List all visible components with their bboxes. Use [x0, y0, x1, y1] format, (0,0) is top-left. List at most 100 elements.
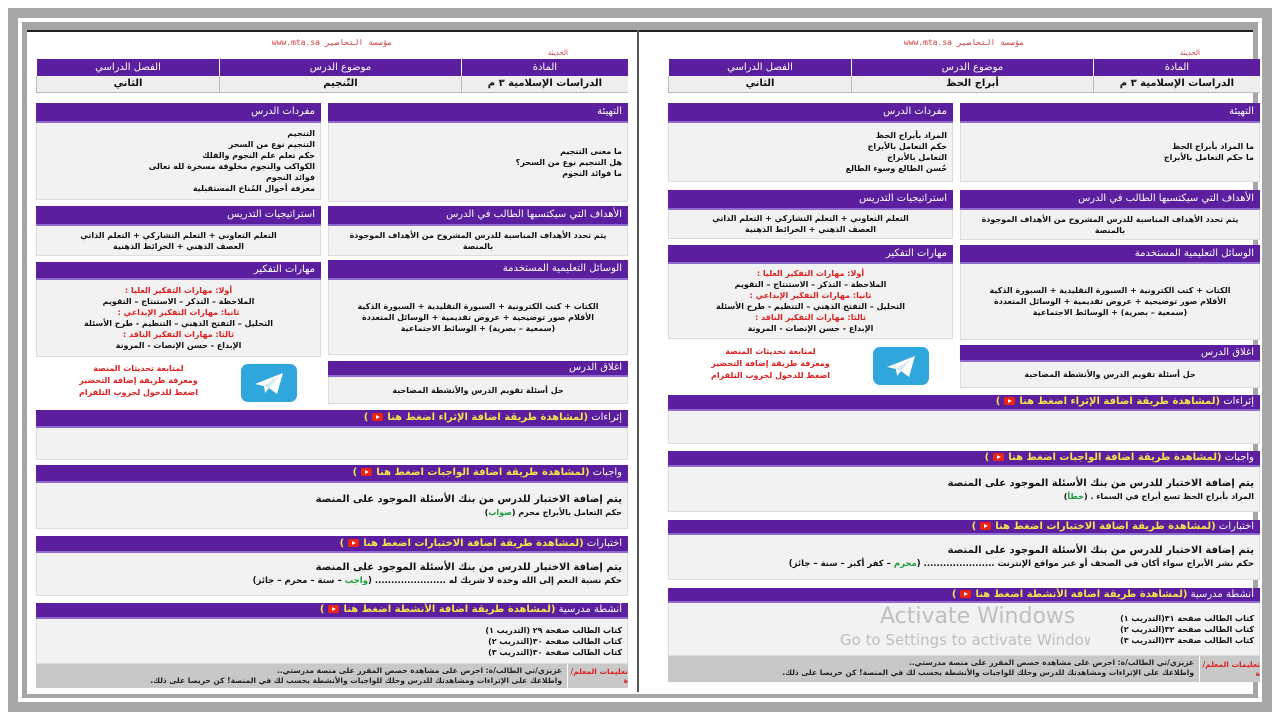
telegram-icon[interactable]: [241, 364, 297, 402]
vocab-line: التنجيم: [287, 129, 315, 138]
telegram-group-link[interactable]: لمتابعة تحديثات المنصة ومعرفة طريقة إضافة…: [36, 359, 321, 407]
thinking-skills-section: مهارات التفكير أولا: مهارات التفكير العلي…: [668, 245, 953, 339]
homework-section: واجبات (لمشاهدة طريقة اضافة الواجبات اضغ…: [36, 465, 628, 529]
telegram-note-line: اضغط للدخول لجروب التلقرام: [79, 388, 198, 397]
homework-header: واجبات (لمشاهدة طريقة اضافة الواجبات اضغ…: [668, 451, 1260, 467]
windows-watermark-subtitle: Go to Settings to activate Windows.: [840, 631, 1090, 649]
vocab-line: التنجيم نوع من السحر: [228, 140, 315, 149]
telegram-group-link[interactable]: لمتابعة تحديثات المنصة ومعرفة طريقة إضافة…: [668, 342, 953, 388]
intro-line: ما فوائد النجوم: [562, 168, 622, 178]
strategies-body: التعلم التعاوني + التعلم التشاركي + التع…: [36, 226, 321, 256]
telegram-icon[interactable]: [873, 347, 929, 385]
teaching-media-section: الوسائل التعليمية المستخدمة الكتاب + كتب …: [328, 260, 628, 355]
vocab-line: حكم تعلم علم النجوم والفلك: [202, 151, 315, 160]
closing-line: حل أسئلة تقويم الدرس والأنشطة المصاحبة: [1024, 370, 1196, 379]
telegram-note: لمتابعة تحديثات المنصة ومعرفة طريقة إضافة…: [51, 363, 226, 399]
lesson-closing-body: حل أسئلة تقويم الدرس والأنشطة المصاحبة: [328, 377, 628, 404]
tests-video-link[interactable]: (لمشاهدة طريقة اضافة الاختبارات اضغط هنا: [995, 521, 1216, 532]
test-question: حكم نشر الأبراج سواء أكان في الصحف أو عب…: [788, 559, 1254, 569]
activities-section: أنشطة مدرسية (لمشاهدة طريقة اضافة الأنشط…: [36, 603, 628, 664]
thinking-skills-body: أولا: مهارات التفكير العليا : الملاحظة – …: [36, 280, 321, 357]
media-line: الكتاب + كتب الكترونية + السبورة التقليد…: [357, 301, 599, 311]
telegram-note-line: ومعرفة طريقة إضافة التحضير: [79, 376, 198, 385]
homework-question: المراد بأبراج الحظ تسع أبراج في السماء .…: [1063, 491, 1254, 501]
lesson-closing-title: اغلاق الدرس: [328, 361, 628, 377]
tests-section: اختبارات (لمشاهدة طريقة اضافة الاختبارات…: [36, 536, 628, 596]
activity-line: كتاب الطالب صفحة ٣١(التدريب ١): [1120, 613, 1254, 623]
test-option: كفر أكبر: [847, 559, 884, 569]
question-text: حكم نسبة النعم إلى الله وحده لا شريك له …: [374, 576, 622, 586]
document-sheet: مؤسسة التحاضير www.mta.sa الحديثة المادة مو…: [27, 30, 1260, 694]
intro-title: التهيئة: [328, 103, 628, 123]
media-line: (سمعية – بصرية) + الوسائط الاجتماعية: [400, 323, 556, 333]
activities-video-link[interactable]: (لمشاهدة طريقة اضافة الأنشطة اضغط هنا: [975, 589, 1188, 600]
question-text: حكم التعامل بالأبراج محرم: [518, 508, 622, 517]
skill-list: التحليل – التفتح الذهني – التنظيم - طرح …: [84, 319, 273, 328]
youtube-icon[interactable]: [328, 605, 340, 613]
activity-line: كتاب الطالب صفحة ٣٠(التدريب ٣): [488, 647, 622, 657]
youtube-icon[interactable]: [372, 413, 384, 421]
thinking-skills-title: مهارات التفكير: [668, 245, 953, 264]
homework-video-link[interactable]: (لمشاهدة طريقة اضافة الواجبات اضغط هنا: [1008, 452, 1222, 463]
test-option: واجب: [344, 576, 369, 586]
lesson-info-table: المادة موضوع الدرس الفصل الدراسي الدراسات ا…: [35, 59, 628, 93]
youtube-icon[interactable]: [993, 453, 1005, 461]
enrichment-video-link[interactable]: (لمشاهدة طريقة اضافة الإثراء اضغط هنا: [387, 412, 589, 423]
enrichment-video-link[interactable]: (لمشاهدة طريقة اضافة الإثراء اضغط هنا: [1019, 396, 1221, 407]
instruction-line: واطلاعك على الإثراءات ومشاهدتك للدرس وحل…: [150, 676, 562, 685]
table-header-row: المادة موضوع الدرس الفصل الدراسي: [667, 59, 1260, 76]
lesson-closing-section: اغلاق الدرس حل أسئلة تقويم الدرس والأنشطة…: [960, 345, 1260, 388]
lesson-closing-body: حل أسئلة تقويم الدرس والأنشطة المصاحبة: [960, 362, 1260, 388]
teaching-media-body: الكتاب + كتب الكترونية + السبورة التقليد…: [960, 264, 1260, 340]
youtube-icon[interactable]: [980, 522, 992, 530]
tests-body: يتم إضافة الاختبار للدرس من بنك الأسئلة …: [36, 553, 628, 596]
table-value-row: الدراسات الإسلامية ٣ م التّنجيم الثاني: [35, 76, 628, 93]
activities-title: أنشطة مدرسية: [558, 604, 622, 615]
lesson-topic-header: موضوع الدرس: [851, 59, 1093, 76]
teacher-instructions: تعليمات المعلم/ة عزيزي/تي الطالب/ة: احرص …: [36, 664, 628, 688]
activities-body: كتاب الطالب صفحة ٣١(التدريب ١) كتاب الطال…: [668, 603, 1260, 656]
skill-list: التحليل – التفتح الذهني – التنظيم - طرح …: [716, 302, 905, 311]
youtube-icon[interactable]: [361, 468, 373, 476]
tests-header: اختبارات (لمشاهدة طريقة اضافة الاختبارات…: [36, 536, 628, 553]
goals-section: الأهداف التي سيكتسبها الطالب في الدرس يتم…: [960, 190, 1260, 240]
instruction-line: عزيزي/تي الطالب/ة: احرص على مشاهدة حصص ا…: [908, 658, 1194, 667]
strategy-line: التعلم التعاوني + التعلم التشاركي + التع…: [80, 230, 277, 240]
youtube-icon[interactable]: [960, 590, 972, 598]
telegram-note: لمتابعة تحديثات المنصة ومعرفة طريقة إضافة…: [683, 346, 858, 382]
media-line: (سمعية – بصرية) + الوسائط الاجتماعية: [1032, 308, 1188, 317]
activities-video-link[interactable]: (لمشاهدة طريقة اضافة الأنشطة اضغط هنا: [343, 604, 556, 615]
lesson-page-1: مؤسسة التحاضير www.mta.sa الحديثة المادة مو…: [35, 32, 628, 694]
homework-title: واجبات: [592, 467, 622, 478]
homework-header: واجبات (لمشاهدة طريقة اضافة الواجبات اضغ…: [36, 465, 628, 483]
intro-section: التهيئة ما المراد بأبراج الحظ ما حكم التعا…: [960, 103, 1260, 182]
vocab-line: المراد بأبراج الحظ: [875, 131, 947, 140]
teacher-instructions-label: تعليمات المعلم/ة: [1199, 656, 1260, 682]
tests-video-link[interactable]: (لمشاهدة طريقة اضافة الاختبارات اضغط هنا: [363, 538, 584, 549]
enrichment-body: [668, 411, 1260, 444]
vocab-line: فوائد النجوم: [265, 173, 315, 182]
test-option: سنة: [317, 576, 335, 586]
test-question: حكم نسبة النعم إلى الله وحده لا شريك له …: [252, 576, 622, 586]
vocab-line: حكم التعامل بالأبراج: [867, 142, 947, 151]
youtube-icon[interactable]: [348, 539, 360, 547]
teacher-instructions-text: عزيزي/تي الطالب/ة: احرص على مشاهدة حصص ا…: [36, 664, 567, 688]
vocab-line: حُسن الطالع وسوء الطالع: [845, 164, 947, 173]
goals-body: يتم تحدد الأهداف المناسبة للدرس المشروح …: [960, 210, 1260, 240]
lesson-topic-value: التّنجيم: [219, 76, 461, 93]
teaching-media-body: الكتاب + كتب الكترونية + السبورة التقليد…: [328, 280, 628, 355]
table-value-row: الدراسات الإسلامية ٣ م أبراج الحظ الثاني: [667, 76, 1260, 93]
link-close-paren: ): [363, 412, 369, 423]
strategies-title: استراتيجيات التدريس: [668, 190, 953, 210]
youtube-icon[interactable]: [1004, 397, 1016, 405]
intro-section: التهيئة ما معنى التنجيم هل التنجيم نوع من …: [328, 103, 628, 202]
lesson-closing-section: اغلاق الدرس حل أسئلة تقويم الدرس والأنشطة…: [328, 361, 628, 404]
thinking-skills-body: أولا: مهارات التفكير العليا : الملاحظة – …: [668, 264, 953, 339]
lesson-info-table: المادة موضوع الدرس الفصل الدراسي الدراسات ا…: [667, 59, 1260, 93]
homework-video-link[interactable]: (لمشاهدة طريقة اضافة الواجبات اضغط هنا: [376, 467, 590, 478]
homework-question: حكم التعامل بالأبراج محرم (صواب): [484, 508, 622, 517]
enrichment-header: إثراءات (لمشاهدة طريقة اضافة الإثراء اضغ…: [668, 395, 1260, 411]
telegram-note-line: ومعرفة طريقة إضافة التحضير: [711, 359, 830, 368]
link-close-paren: ): [319, 604, 325, 615]
tests-main-text: يتم إضافة الاختبار للدرس من بنك الأسئلة …: [315, 562, 622, 573]
